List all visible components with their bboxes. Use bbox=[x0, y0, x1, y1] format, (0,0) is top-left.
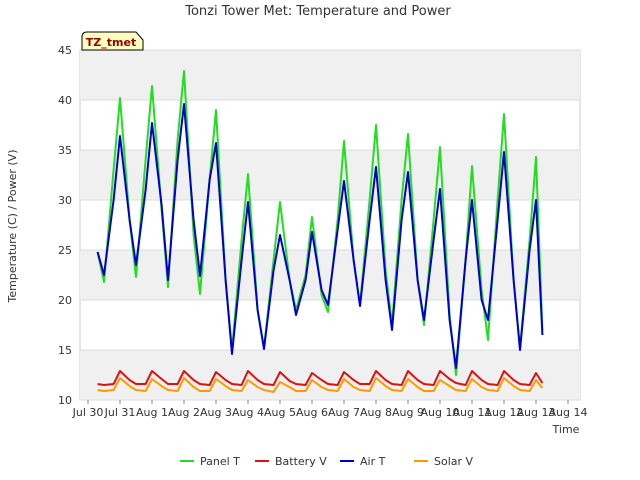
station-tag-label: TZ_tmet bbox=[86, 36, 136, 49]
x-tick-label: Aug 12 bbox=[485, 406, 524, 419]
x-tick-label: Aug 14 bbox=[549, 406, 588, 419]
legend-label-solar-v: Solar V bbox=[434, 455, 474, 468]
y-tick-label: 15 bbox=[58, 344, 72, 357]
station-tag-box bbox=[81, 31, 144, 51]
x-tick-label: Aug 13 bbox=[517, 406, 556, 419]
series-line-air-t bbox=[96, 103, 544, 369]
series-line-solar-v bbox=[97, 377, 544, 393]
grid-band bbox=[80, 350, 580, 400]
y-tick-label: 45 bbox=[58, 44, 72, 57]
grid-band bbox=[80, 150, 580, 200]
x-tick-label: Aug 11 bbox=[453, 406, 492, 419]
x-tick-label: Aug 5 bbox=[264, 406, 296, 419]
x-tick-label: Jul 30 bbox=[72, 406, 104, 419]
series-group bbox=[96, 70, 544, 393]
y-tick-label: 30 bbox=[58, 194, 72, 207]
x-tick-label: Jul 31 bbox=[104, 406, 136, 419]
legend: Panel T Battery V Air T Solar V bbox=[180, 455, 474, 468]
x-tick-label: Aug 2 bbox=[168, 406, 200, 419]
y-tick-label: 10 bbox=[58, 394, 72, 407]
station-tag: TZ_tmet bbox=[81, 31, 144, 51]
x-axis: Jul 30 Jul 31 Aug 1 Aug 2 Aug 3 Aug 4 Aug 5 Aug… bbox=[72, 400, 588, 419]
x-tick-label: Aug 1 bbox=[136, 406, 168, 419]
y-tick-label: 20 bbox=[58, 294, 72, 307]
y-axis-title: Temperature (C) / Power (V) bbox=[6, 149, 19, 303]
x-tick-label: Aug 8 bbox=[360, 406, 392, 419]
y-tick-label: 35 bbox=[58, 144, 72, 157]
x-tick-label: Aug 10 bbox=[421, 406, 460, 419]
chart-title: Tonzi Tower Met: Temperature and Power bbox=[184, 4, 451, 19]
y-tick-label: 25 bbox=[58, 244, 72, 257]
series-line-battery-v bbox=[97, 370, 544, 386]
y-tick-label: 40 bbox=[58, 94, 72, 107]
plot-area bbox=[79, 49, 581, 401]
legend-label-air-t: Air T bbox=[360, 455, 386, 468]
x-tick-label: Aug 3 bbox=[200, 406, 232, 419]
x-tick-label: Aug 9 bbox=[392, 406, 424, 419]
legend-label-battery-v: Battery V bbox=[275, 455, 327, 468]
legend-label-panel-t: Panel T bbox=[200, 455, 240, 468]
x-tick-label: Aug 6 bbox=[296, 406, 328, 419]
grid-band bbox=[80, 50, 580, 100]
x-tick-label: Aug 4 bbox=[232, 406, 264, 419]
y-axis: 10 15 20 25 30 35 40 45 bbox=[58, 44, 72, 407]
x-tick-label: Aug 7 bbox=[328, 406, 360, 419]
plot-frame bbox=[79, 49, 581, 401]
x-axis-title: Time bbox=[552, 423, 580, 436]
